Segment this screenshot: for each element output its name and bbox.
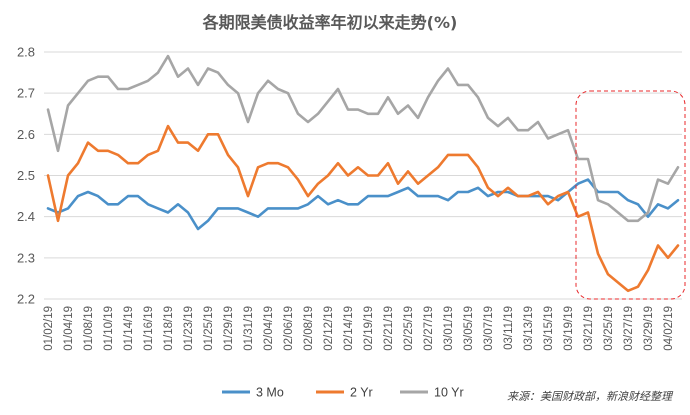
x-tick-label: 01/14/19 xyxy=(123,306,135,351)
x-tick-label: 01/23/19 xyxy=(183,306,195,351)
x-tick-label: 02/21/19 xyxy=(383,306,395,351)
legend-label: 2 Yr xyxy=(350,386,373,400)
y-tick-label: 2.2 xyxy=(17,292,35,307)
chart-title: 各期限美债收益率年初以来走势(%) xyxy=(202,13,458,32)
series-line-2-yr xyxy=(46,124,680,293)
source-note: 来源：美国财政部，新浪财经整理 xyxy=(507,390,674,403)
x-tick-label: 02/19/19 xyxy=(363,306,375,351)
legend-label: 3 Mo xyxy=(256,386,284,400)
x-tick-label: 01/02/19 xyxy=(43,306,55,351)
x-tick-label: 02/14/19 xyxy=(343,306,355,351)
x-tick-label: 03/15/19 xyxy=(543,306,555,351)
x-tick-label: 01/29/19 xyxy=(223,306,235,351)
series-line-10-yr xyxy=(46,54,680,223)
x-tick-label: 03/19/19 xyxy=(563,306,575,351)
series-line-3-mo xyxy=(46,178,680,231)
x-tick-label: 03/21/19 xyxy=(583,306,595,351)
x-tick-label: 02/04/19 xyxy=(263,306,275,351)
x-tick-label: 03/13/19 xyxy=(523,306,535,351)
legend-label: 10 Yr xyxy=(434,386,464,400)
x-tick-label: 03/05/19 xyxy=(463,306,475,351)
x-tick-label: 01/18/19 xyxy=(163,306,175,351)
y-tick-label: 2.8 xyxy=(17,45,35,60)
x-tick-label: 03/11/19 xyxy=(503,306,515,350)
x-tick-label: 03/07/19 xyxy=(483,306,495,351)
x-tick-label: 01/10/19 xyxy=(103,306,115,351)
y-tick-label: 2.5 xyxy=(17,168,35,183)
legend: 3 Mo 2 Yr 10 Yr xyxy=(222,386,464,400)
gridlines xyxy=(44,51,682,300)
y-tick-label: 2.6 xyxy=(17,127,35,142)
y-axis-ticks: 2.2 2.3 2.4 2.5 2.6 2.7 2.8 xyxy=(17,45,35,307)
x-tick-label: 02/27/19 xyxy=(423,306,435,351)
x-tick-label: 02/06/19 xyxy=(283,306,295,351)
x-tick-label: 04/02/19 xyxy=(663,306,675,351)
x-axis-ticks: 01/02/19 01/04/19 01/08/19 01/10/19 01/14/19… xyxy=(43,306,675,351)
x-tick-label: 01/16/19 xyxy=(143,306,155,351)
x-tick-label: 03/29/19 xyxy=(643,306,655,351)
series-lines xyxy=(46,54,680,293)
x-tick-label: 03/25/19 xyxy=(603,306,615,351)
x-tick-label: 01/25/19 xyxy=(203,306,215,351)
x-tick-label: 02/25/19 xyxy=(403,306,415,351)
x-tick-label: 02/08/19 xyxy=(303,306,315,351)
y-tick-label: 2.3 xyxy=(17,250,35,265)
x-tick-label: 01/31/19 xyxy=(243,306,255,351)
y-tick-label: 2.4 xyxy=(17,209,35,224)
x-tick-label: 03/01/19 xyxy=(443,306,455,351)
x-tick-label: 03/27/19 xyxy=(623,306,635,351)
x-tick-label: 02/12/19 xyxy=(323,306,335,351)
x-tick-label: 01/08/19 xyxy=(83,306,95,351)
highlight-box xyxy=(575,90,686,300)
y-tick-label: 2.7 xyxy=(17,86,35,101)
x-tick-label: 01/04/19 xyxy=(63,306,75,351)
